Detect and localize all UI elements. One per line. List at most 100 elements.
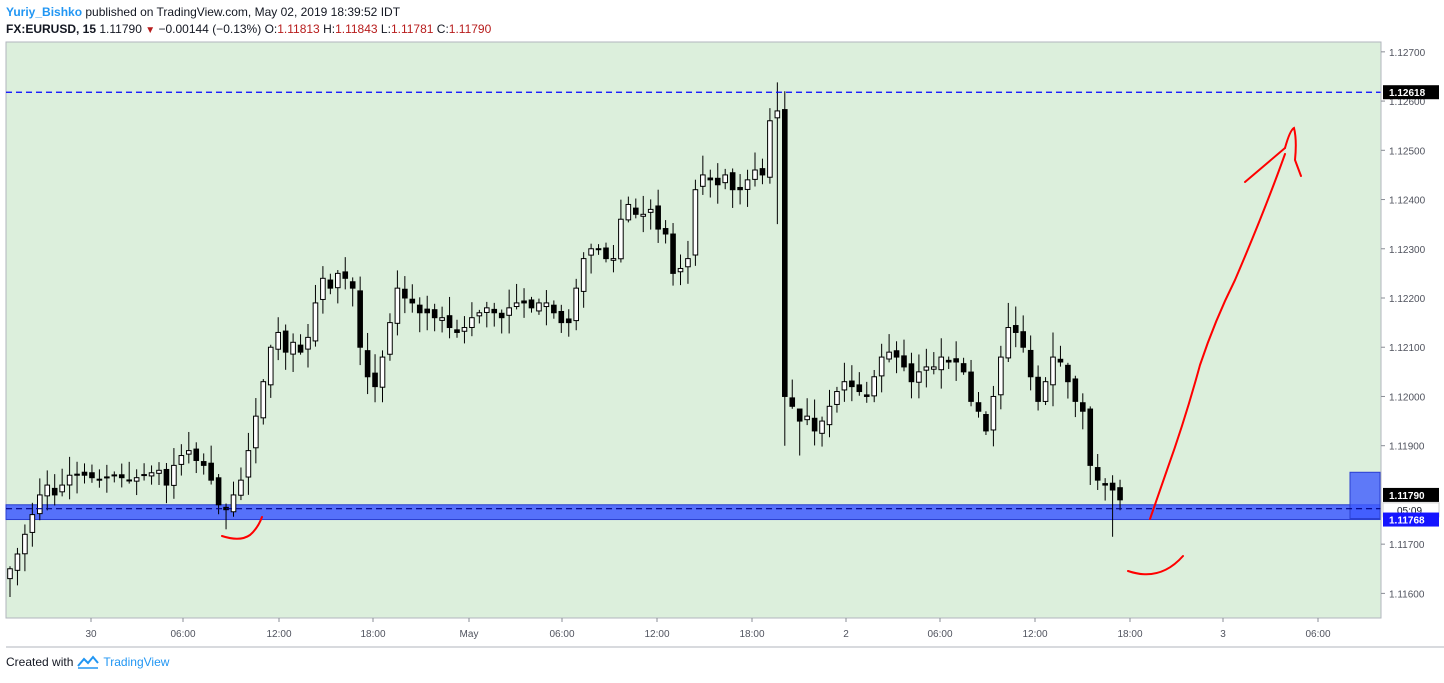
candle-body: [856, 384, 863, 393]
candle-body: [633, 207, 639, 215]
candles: [7, 82, 1123, 597]
candle-body: [320, 277, 326, 300]
candle-body: [126, 479, 133, 482]
candle-body: [707, 177, 714, 181]
candle-body: [759, 168, 766, 176]
candle-body: [849, 380, 855, 388]
candle-body: [811, 417, 818, 432]
last-price-label-bg: [1383, 487, 1439, 502]
candle-body: [886, 351, 892, 360]
time-tick-label: 18:00: [1117, 629, 1142, 640]
candle-body: [506, 307, 512, 316]
time-tick-label: 18:00: [739, 629, 764, 640]
candle-body: [841, 381, 848, 391]
candle-body: [513, 302, 520, 308]
close-value: 1.11790: [448, 22, 492, 36]
candle-body: [379, 356, 386, 388]
candle-body: [498, 312, 505, 319]
time-axis[interactable]: 30 06:00 12:00 18:00 May 06:00 12:00 18:00 2 06:0…: [6, 617, 1444, 648]
candle-body: [1087, 408, 1094, 466]
candle-body: [387, 322, 393, 355]
candle-body: [744, 179, 751, 190]
resistance-price-label-bg: [1383, 85, 1439, 100]
time-tick-label: 06:00: [1305, 629, 1330, 640]
low-value: 1.11781: [390, 22, 434, 36]
candle-body: [439, 317, 445, 321]
candle-body: [983, 414, 989, 432]
candle-body: [901, 355, 907, 368]
candle-body: [878, 356, 885, 377]
candle-body: [782, 109, 788, 397]
candle-body: [44, 484, 51, 497]
tradingview-logo-icon: [77, 655, 100, 669]
candle-body: [491, 308, 498, 314]
candle-body: [208, 462, 214, 481]
candle-body: [595, 248, 602, 251]
candle-body: [580, 258, 587, 292]
price-tick-label: 1.12000: [1389, 392, 1426, 403]
candle-body: [804, 415, 810, 421]
candle-body: [789, 397, 796, 407]
candle-body: [960, 363, 967, 373]
candle-body: [14, 553, 21, 571]
drawing-up-arrow-shaft: [1149, 153, 1286, 520]
price-change: −0.00144 (−0.13%): [158, 22, 262, 36]
candle-body: [685, 258, 691, 268]
candle-body: [171, 464, 177, 486]
candle-body: [863, 394, 870, 397]
candle-body: [625, 203, 632, 221]
candle-body: [1065, 364, 1071, 383]
time-tick-label: 06:00: [927, 629, 952, 640]
candle-body: [1050, 356, 1056, 386]
price-tick-label: 1.12500: [1389, 146, 1426, 157]
price-tick-label: 1.11900: [1389, 442, 1425, 453]
candle-body: [409, 298, 416, 304]
candle-body: [945, 359, 952, 363]
candle-body: [342, 271, 349, 279]
candle-body: [305, 336, 311, 350]
candle-body: [573, 287, 580, 322]
candle-body: [297, 344, 304, 353]
close-label: C:: [436, 22, 449, 36]
candle-body: [662, 228, 669, 235]
candle-body: [349, 281, 356, 289]
candle-body: [767, 120, 773, 178]
candle-body: [461, 327, 468, 332]
candle-body: [931, 366, 937, 370]
candle-body: [402, 288, 408, 299]
candle-body: [968, 371, 974, 402]
candle-body: [7, 568, 13, 580]
candle-body: [521, 300, 527, 304]
price-tick-label: 1.11600: [1389, 589, 1425, 600]
author-link[interactable]: Yuriy_Bishko: [6, 5, 83, 19]
hand-drawings: [221, 126, 1302, 576]
candle-body: [59, 484, 65, 493]
candle-body: [640, 213, 647, 217]
tradingview-brand[interactable]: TradingView: [103, 655, 170, 669]
candle-body: [372, 372, 378, 388]
candle-body: [275, 331, 281, 350]
level-lines: [6, 91, 1381, 510]
price-tick-label: 1.12300: [1389, 245, 1426, 256]
candle-body: [1012, 325, 1019, 333]
drawing-left-hook: [221, 516, 263, 540]
ohlc-line: FX:EURUSD, 15 1.11790 ▼ −0.00144 (−0.13%…: [6, 21, 491, 38]
candle-body: [908, 363, 915, 383]
candle-body: [1057, 358, 1064, 363]
candle-body: [722, 174, 729, 184]
candle-body: [588, 248, 594, 256]
candle-body: [610, 258, 617, 261]
candle-body: [670, 233, 676, 274]
candle-body: [66, 474, 73, 486]
candle-body: [796, 408, 803, 422]
candle-body: [200, 461, 207, 466]
price-axis[interactable]: 1.12700 1.12600 1.12500 1.12400 1.12300 1.122…: [1380, 42, 1440, 618]
support-price-label-bg: [1383, 512, 1439, 527]
candle-body: [819, 420, 825, 434]
price-tick-label: 1.11700: [1389, 540, 1425, 551]
candle-body: [923, 366, 930, 371]
candle-body: [893, 350, 900, 358]
candle-body: [700, 174, 706, 187]
candle-body: [282, 330, 289, 353]
